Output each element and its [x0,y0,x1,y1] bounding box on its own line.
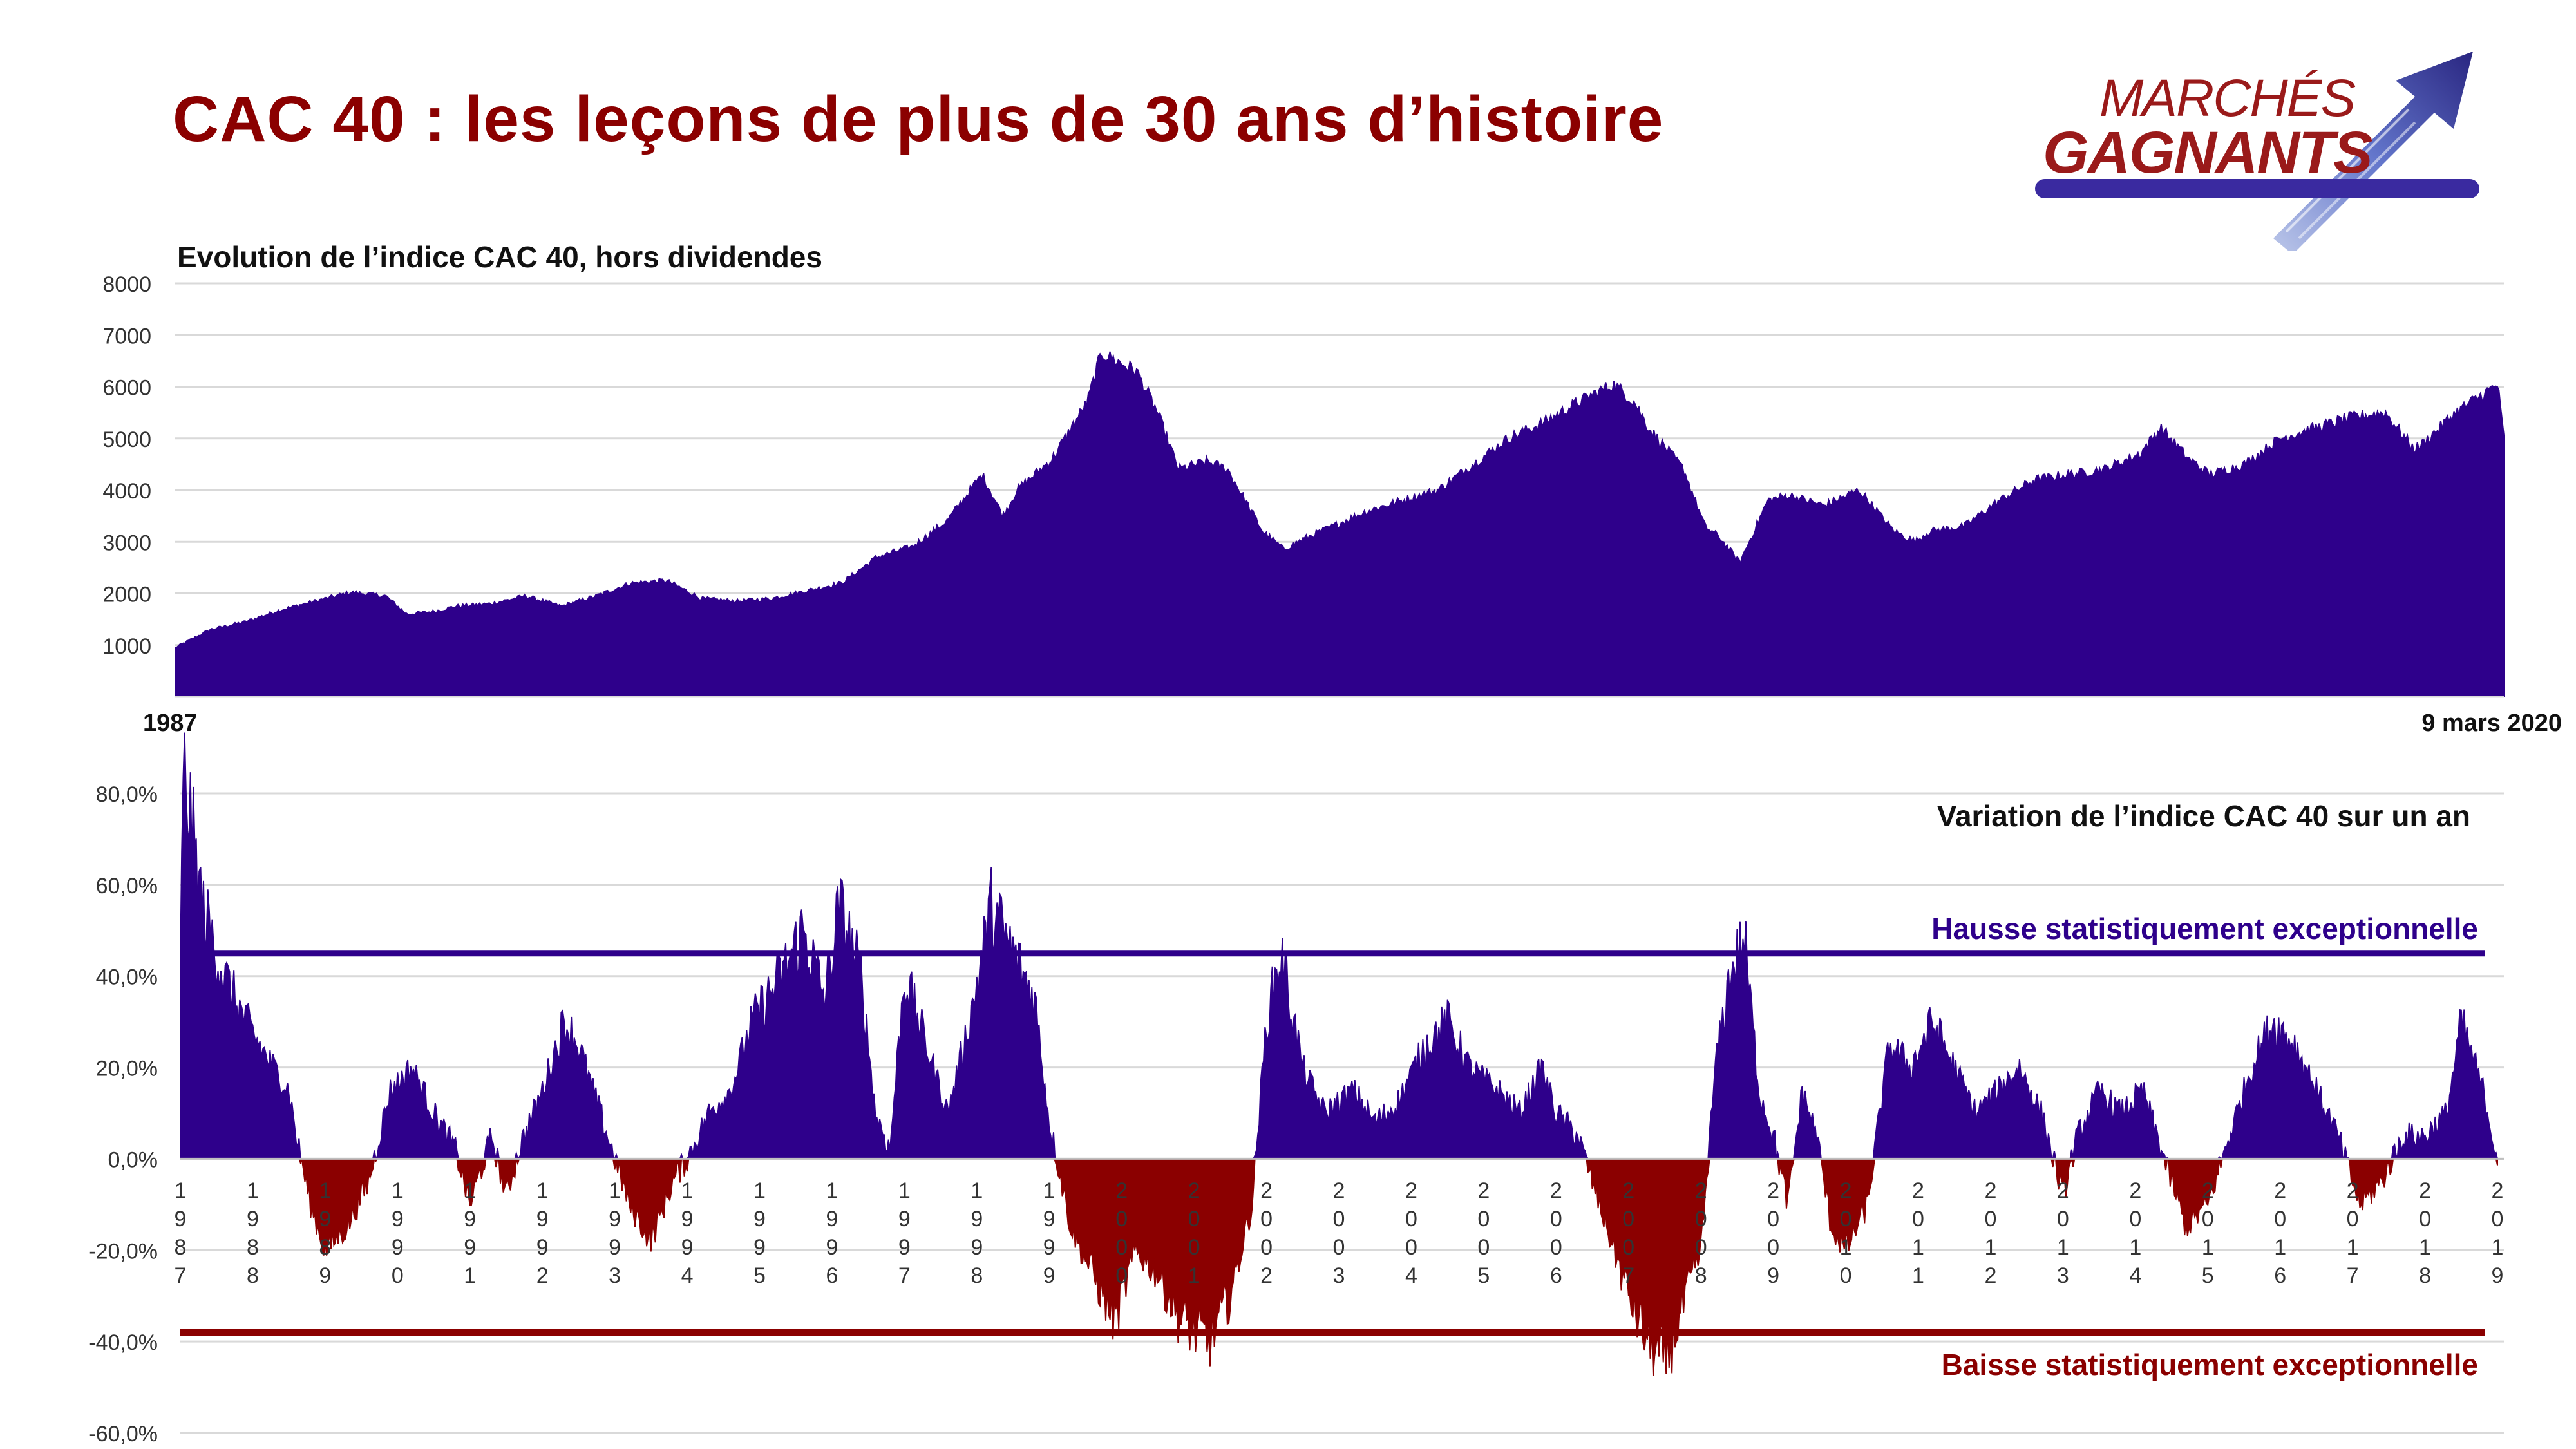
logo-text-marches: MARCHÉS [2099,69,2355,128]
top-y-tick-label: 1000 [102,634,151,659]
bottom-y-tick-labels: -60,0% -40,0% -20,0% 0,0% 20,0% 40,0% 60,0% 80,… [88,782,158,1446]
bottom-y-tick-label: -40,0% [88,1331,158,1355]
top-y-tick-label: 7000 [102,324,151,348]
top-x-start-label: 1987 [143,710,198,737]
top-y-tick-label: 2000 [102,583,151,607]
top-y-tick-label: 5000 [102,428,151,452]
bottom-x-tick-labels: 1 9 8 7 1 9 8 8 1 9 8 9 1 9 9 0 1 9 9 1 1 9 9 2 1 9 9 3 1 9 9 4 1 9 9 5 1 9 9 6… [175,1179,2504,1288]
bottom-y-tick-label: 40,0% [96,965,158,990]
hausse-label: Hausse statistiquement exceptionnelle [1931,912,2478,945]
logo-underline [2035,179,2479,198]
logo-arrow-icon [2273,52,2473,251]
bottom-y-tick-label: 20,0% [96,1057,158,1081]
top-y-tick-label: 8000 [102,272,151,297]
marches-gagnants-logo: MARCHÉS GAGNANTS [2035,52,2479,251]
top-chart-title: Evolution de l’indice CAC 40, hors divid… [177,240,822,274]
top-x-end-label: 9 mars 2020 [2421,710,2562,737]
top-y-tick-label: 6000 [102,376,151,401]
bottom-y-tick-label: 60,0% [96,874,158,898]
logo-text-gagnants: GAGNANTS [2043,120,2372,185]
bottom-y-tick-label: -60,0% [88,1422,158,1446]
bottom-y-tick-label: 0,0% [108,1148,158,1172]
bottom-y-tick-label: 80,0% [96,782,158,807]
page-title: CAC 40 : les leçons de plus de 30 ans d’… [173,83,1664,155]
top-y-tick-label: 4000 [102,479,151,504]
bottom-chart: -60,0% -40,0% -20,0% 0,0% 20,0% 40,0% 60,0% 80,… [88,732,2504,1446]
bottom-chart-title: Variation de l’indice CAC 40 sur un an [1937,799,2470,833]
top-chart: 1000 2000 3000 4000 5000 6000 7000 8000 Evoluti… [102,240,2562,737]
bottom-positive-area [180,732,2498,1161]
top-y-tick-label: 3000 [102,531,151,555]
top-index-area [175,351,2505,697]
top-y-tick-labels: 1000 2000 3000 4000 5000 6000 7000 8000 [102,272,151,659]
baisse-label: Baisse statistiquement exceptionnelle [1942,1348,2478,1381]
bottom-y-tick-label: -20,0% [88,1239,158,1264]
